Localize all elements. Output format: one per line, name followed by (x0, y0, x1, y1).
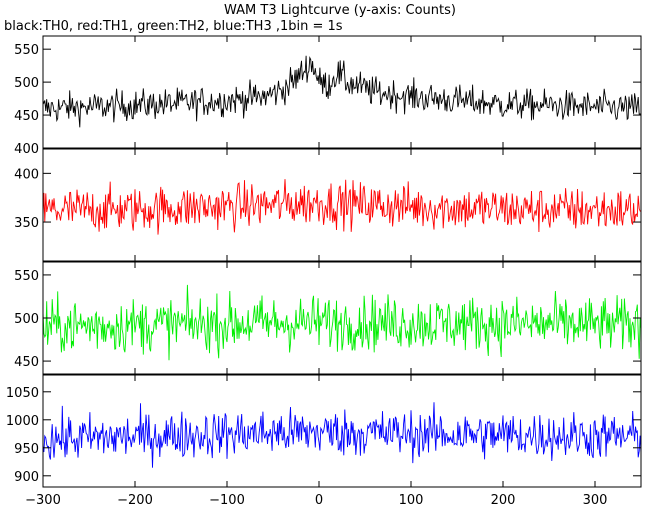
panels-group: 400 450 500 550 350 400 450 500 550 900 950 1000 105… (6, 35, 642, 488)
x-tick-label: −300 (25, 493, 61, 505)
y-tick-label: 900 (14, 470, 39, 485)
y-tick-label: 450 (14, 355, 39, 370)
y-tick-label: 350 (14, 216, 39, 231)
y-tick-label: 550 (14, 43, 39, 58)
x-tick-label: 0 (315, 493, 323, 505)
series-th0 (43, 55, 641, 128)
panel-th0: 400 450 500 550 (14, 35, 642, 157)
y-tick-label: 950 (14, 442, 39, 457)
chart-title: WAM T3 Lightcurve (y-axis: Counts) (224, 3, 456, 18)
y-tick-label: 400 (14, 142, 39, 157)
series-th1 (43, 179, 641, 235)
y-tick-label: 450 (14, 109, 39, 124)
y-tick-label: 500 (14, 312, 39, 327)
x-tick-label: 200 (491, 493, 516, 505)
panel-frame (42, 374, 642, 488)
panel-th1: 350 400 (14, 148, 642, 262)
series-th3 (43, 402, 641, 468)
x-tick-label: −200 (117, 493, 153, 505)
x-tick-label: 300 (583, 493, 608, 505)
x-axis: −300 −200 −100 0 100 200 300 (25, 493, 607, 505)
series-th2 (43, 284, 641, 361)
panel-th3: 900 950 1000 1050 (6, 374, 642, 488)
y-tick-label: 1000 (6, 414, 39, 429)
chart-subtitle: black:TH0, red:TH1, green:TH2, blue:TH3 … (4, 19, 343, 34)
y-tick-label: 500 (14, 76, 39, 91)
y-tick-label: 550 (14, 269, 39, 284)
panel-frame (42, 35, 642, 149)
x-tick-label: 100 (399, 493, 424, 505)
panel-frame (42, 148, 642, 262)
y-tick-label: 1050 (6, 386, 39, 401)
panel-th2: 450 500 550 (14, 261, 642, 375)
y-tick-label: 400 (14, 167, 39, 182)
x-tick-label: −100 (209, 493, 245, 505)
